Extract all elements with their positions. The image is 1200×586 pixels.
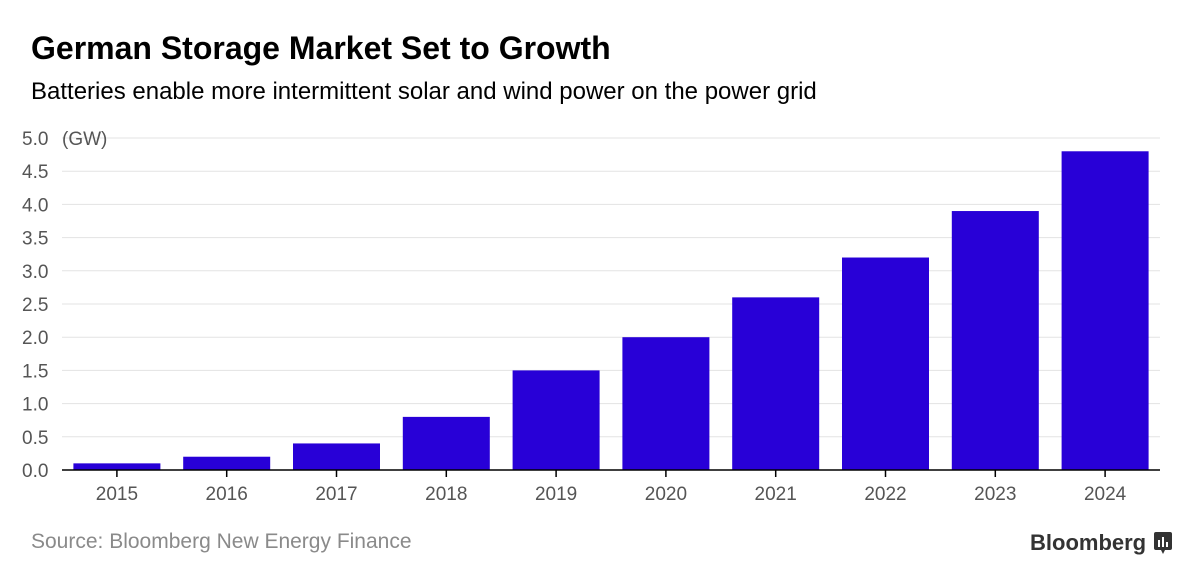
x-tick-label: 2017	[315, 484, 357, 505]
bar-2022	[842, 257, 929, 470]
bar-2021	[732, 297, 820, 470]
y-tick-label: 3.0	[22, 262, 48, 283]
bar-2016	[183, 456, 271, 470]
x-tick-label: 2015	[96, 484, 138, 505]
y-tick-label: 5.0	[22, 129, 48, 150]
y-tick-label: 2.5	[22, 295, 48, 316]
chart-title: German Storage Market Set to Growth	[31, 30, 611, 66]
source-note: Source: Bloomberg New Energy Finance	[31, 530, 412, 553]
bar-2018	[402, 416, 490, 470]
x-tick-label: 2021	[755, 484, 797, 505]
bar-2023	[951, 211, 1039, 471]
x-tick-label: 2020	[645, 484, 687, 505]
y-tick-label: 1.5	[22, 361, 48, 382]
y-axis-unit: (GW)	[62, 129, 107, 150]
bar-2020	[622, 337, 710, 470]
bar-2015	[73, 463, 161, 470]
y-tick-label: 2.0	[22, 328, 48, 349]
x-tick-label: 2022	[864, 484, 906, 505]
bar-2019	[512, 370, 600, 470]
bloomberg-chart-icon	[1154, 532, 1173, 554]
y-tick-label: 4.5	[22, 162, 48, 183]
y-tick-label: 0.0	[22, 461, 48, 482]
bloomberg-logo: Bloomberg	[1030, 530, 1173, 556]
x-tick-label: 2016	[206, 484, 248, 505]
bar-2017	[293, 443, 380, 470]
x-tick-label: 2024	[1084, 484, 1127, 505]
x-tick-label: 2023	[974, 484, 1016, 505]
x-tick-label: 2019	[535, 484, 577, 505]
y-tick-label: 4.0	[22, 195, 48, 216]
y-tick-label: 0.5	[22, 428, 48, 449]
x-tick-label: 2018	[425, 484, 467, 505]
chart-subtitle: Batteries enable more intermittent solar…	[31, 78, 817, 105]
y-tick-label: 3.5	[22, 229, 48, 250]
logo-text: Bloomberg	[1030, 530, 1147, 555]
bar-2024	[1061, 151, 1149, 470]
y-tick-label: 1.0	[22, 395, 48, 416]
